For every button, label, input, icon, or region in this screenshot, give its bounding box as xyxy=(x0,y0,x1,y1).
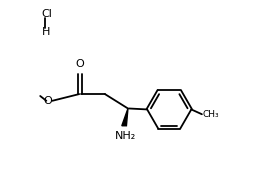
Text: CH₃: CH₃ xyxy=(203,110,219,119)
Text: O: O xyxy=(43,96,52,106)
Text: H: H xyxy=(42,27,50,37)
Text: Cl: Cl xyxy=(42,9,52,19)
Text: NH₂: NH₂ xyxy=(115,131,136,141)
Text: O: O xyxy=(76,59,84,69)
Polygon shape xyxy=(122,108,128,126)
